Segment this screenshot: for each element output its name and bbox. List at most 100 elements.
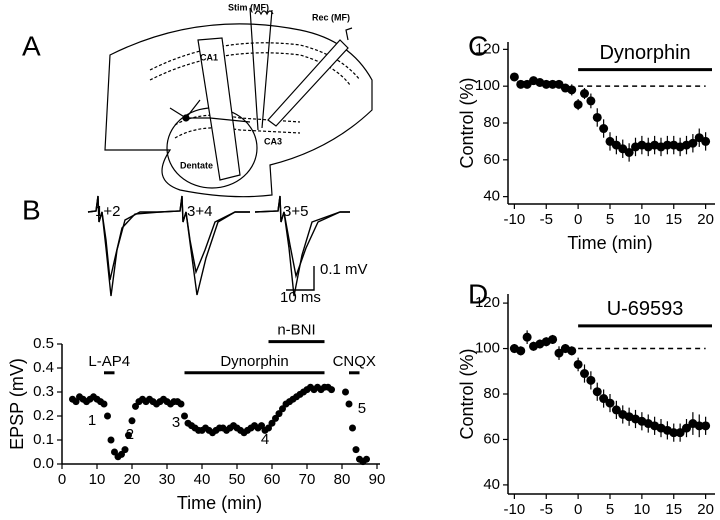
x-tick-label: -10 [504,501,526,518]
data-point [328,386,335,394]
trace-label: 3+5 [283,203,308,220]
data-point [272,414,279,422]
data-point [118,450,125,458]
data-point [675,428,685,438]
x-tick-label: 5 [606,501,614,518]
y-tick-label: 60 [483,430,500,447]
x-tick-label: 90 [369,471,386,488]
annotation: 4 [261,431,269,448]
data-point [100,400,108,408]
data-point [128,417,136,425]
x-tick-label: -10 [504,211,526,228]
x-tick-label: 30 [159,471,176,488]
x-tick-label: 50 [229,471,246,488]
x-tick-label: 20 [124,471,141,488]
data-point [509,72,519,82]
y-tick-label: 40 [483,188,500,205]
y-tick-label: 0.3 [33,383,54,400]
panel-label: C [468,30,488,61]
annotation: 1 [88,412,96,429]
data-point [111,448,118,456]
data-point [580,369,589,379]
y-tick-label: 100 [475,77,500,94]
data-point [258,422,265,430]
data-point [694,421,704,431]
stim-label: Stim (MF) [228,2,269,12]
x-tick-label: 0 [574,501,582,518]
data-point [177,400,185,408]
data-point [121,446,129,454]
x-tick-label: 70 [299,471,316,488]
x-tick-label: 5 [606,211,614,228]
data-point [662,140,672,150]
data-point [107,436,115,444]
y-tick-label: 100 [475,340,500,357]
x-tick-label: 40 [194,471,211,488]
x-tick-label: 0 [574,211,582,228]
y-tick-label: 0.4 [33,359,54,376]
x-tick-label: 10 [634,501,651,518]
x-tick-label: 20 [697,501,714,518]
y-tick-label: 60 [483,151,500,168]
panel-label: B [22,194,41,225]
data-point [132,402,139,410]
data-point [669,428,679,438]
data-point [586,375,596,385]
y-axis-title: EPSP (mV) [7,358,27,450]
y-tick-label: 0.2 [33,407,54,424]
x-tick-label: 10 [634,211,651,228]
x-tick-label: 80 [334,471,351,488]
bar-label: CNQX [333,353,376,370]
ca1-label: CA1 [200,52,218,62]
data-point [580,89,589,99]
data-point [611,405,621,415]
trace-label: 3+4 [187,203,212,220]
bar-label: Dynorphin [599,42,690,64]
data-point [522,332,532,342]
data-point [567,85,577,95]
bar-label: L-AP4 [88,353,130,370]
panel-label: A [22,30,41,61]
data-point [72,398,80,406]
x-tick-label: 15 [665,211,682,228]
y-axis-title: Control (%) [457,77,477,168]
data-point [345,400,353,408]
data-point [548,334,558,344]
rec-label: Rec (MF) [312,12,350,22]
data-point [125,431,132,439]
scale-voltage: 0.1 mV [320,261,368,278]
y-tick-label: 80 [483,385,500,402]
dentate-label: Dentate [180,160,213,170]
y-tick-label: 0.5 [33,335,54,352]
data-point [275,410,283,418]
x-tick-label: 60 [264,471,281,488]
data-point [682,423,691,433]
data-point [265,424,272,432]
y-tick-label: 40 [483,476,500,493]
x-tick-label: 10 [89,471,106,488]
data-point [516,79,526,89]
hippocampus-drawing [104,7,373,198]
data-point [573,359,583,369]
bar-label: U-69593 [607,298,684,320]
data-point [592,112,602,122]
data-point [548,79,558,89]
data-point [554,348,564,358]
y-tick-label: 0.1 [33,431,54,448]
x-tick-label: 20 [697,211,714,228]
data-point [688,138,698,148]
y-tick-label: 80 [483,114,500,131]
x-tick-label: 15 [665,501,682,518]
data-point [541,79,551,89]
data-point [624,147,634,157]
data-point [701,421,711,431]
data-point [592,387,602,397]
data-point [567,346,577,356]
data-point [363,455,370,463]
annotation: 5 [358,400,366,417]
data-point [349,424,356,432]
x-tick-label: 0 [58,471,66,488]
data-point [599,394,609,404]
